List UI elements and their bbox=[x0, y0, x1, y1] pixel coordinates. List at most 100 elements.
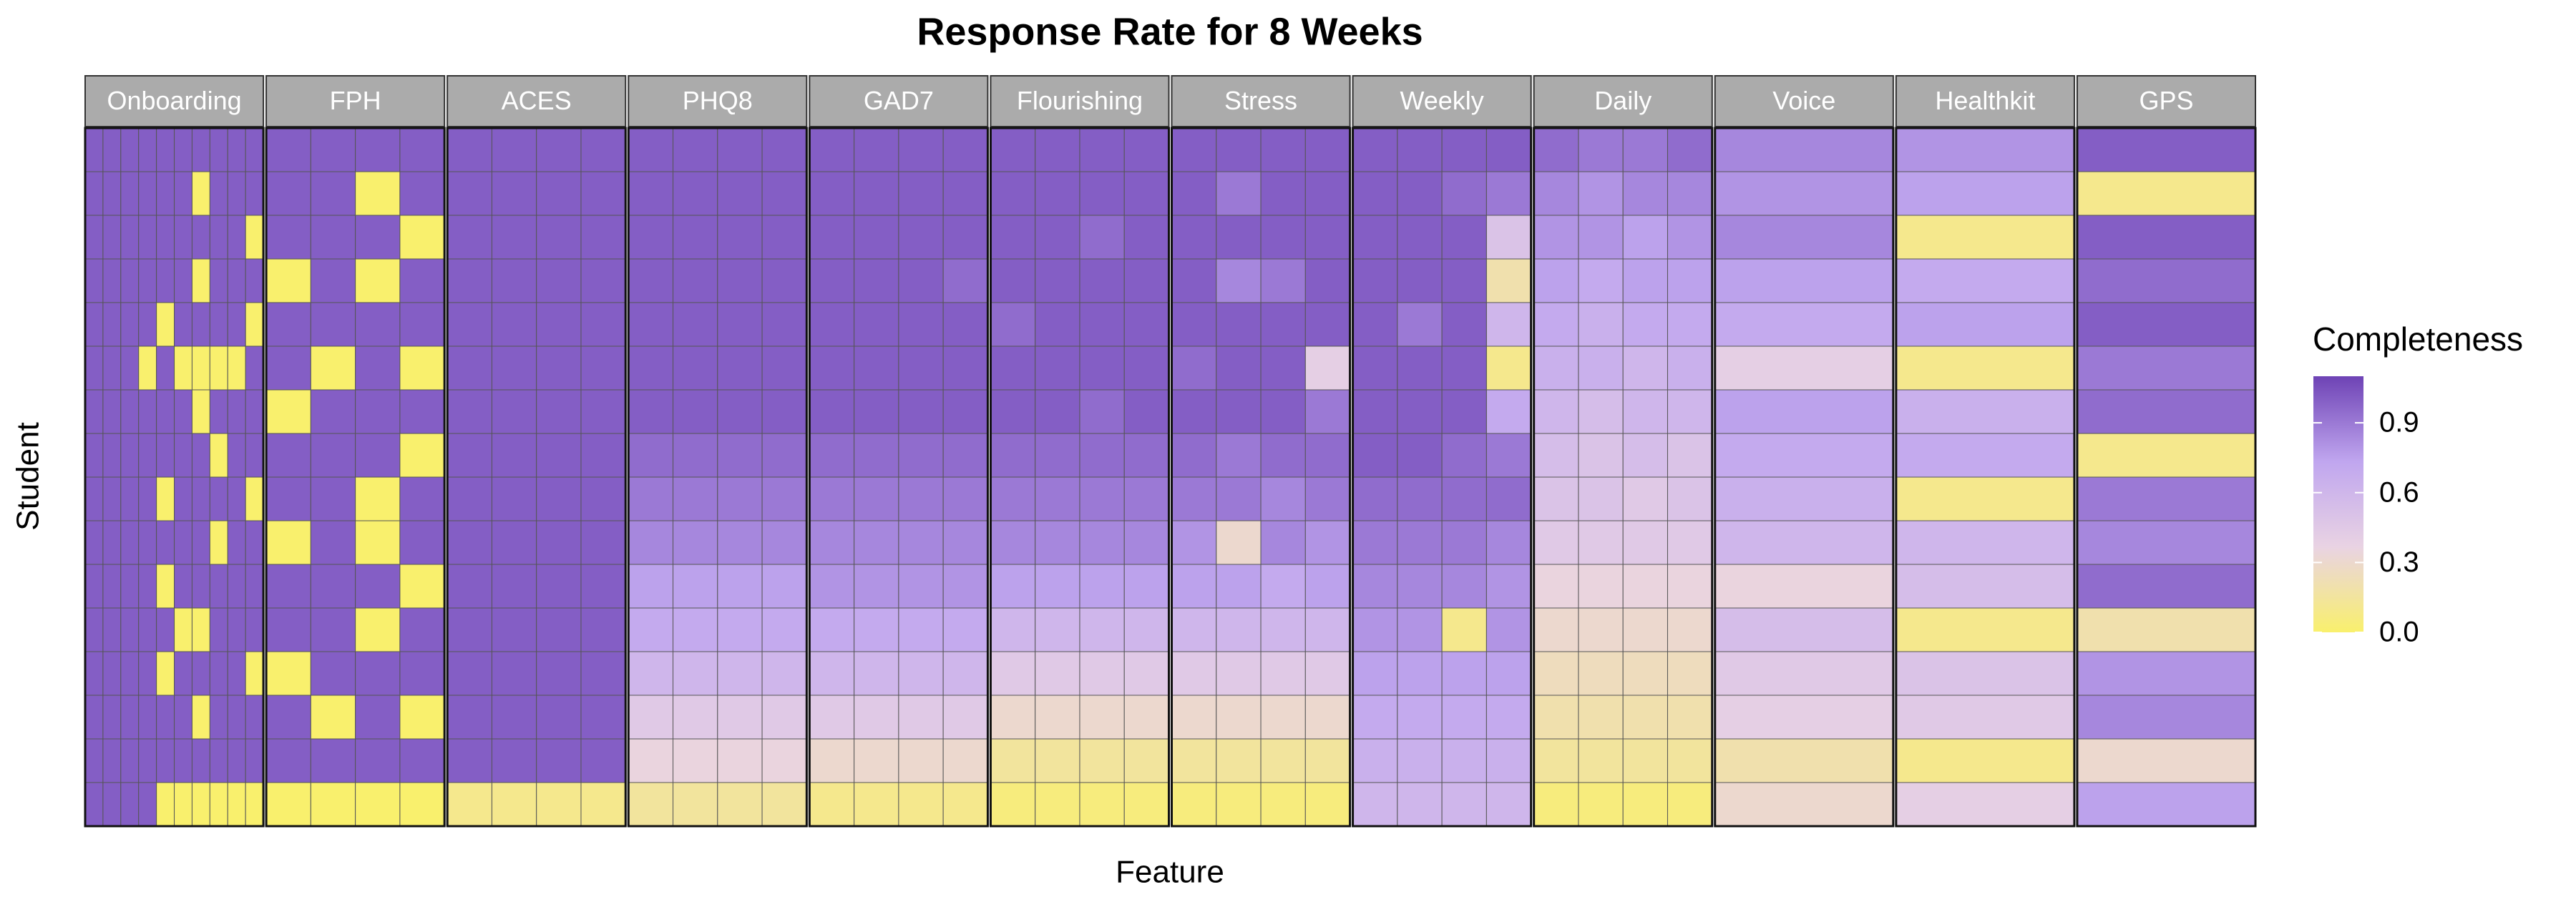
heatmap-cell bbox=[174, 171, 192, 216]
heatmap-cell bbox=[84, 651, 104, 696]
heatmap-cell bbox=[536, 476, 582, 521]
heatmap-cell bbox=[990, 476, 1036, 521]
heatmap-cell bbox=[245, 651, 264, 696]
heatmap-cell bbox=[491, 345, 537, 391]
facet-strip bbox=[809, 75, 989, 127]
heatmap-cell bbox=[265, 738, 311, 783]
panel-border bbox=[808, 127, 989, 828]
heatmap-cell bbox=[1441, 520, 1487, 565]
heatmap-cell bbox=[580, 695, 626, 740]
heatmap-cell bbox=[1622, 345, 1668, 391]
heatmap-cell bbox=[1896, 258, 2075, 303]
heatmap-cell bbox=[1260, 345, 1306, 391]
heatmap-cell bbox=[1035, 476, 1080, 521]
heatmap-cell bbox=[1035, 520, 1080, 565]
heatmap-cell bbox=[1441, 607, 1487, 652]
heatmap-cell bbox=[84, 433, 104, 478]
heatmap-cell bbox=[265, 258, 311, 303]
heatmap-cell bbox=[1035, 389, 1080, 434]
heatmap-cell bbox=[310, 215, 356, 260]
heatmap-cell bbox=[138, 433, 157, 478]
heatmap-cell bbox=[102, 171, 122, 216]
heatmap-cell bbox=[1578, 476, 1624, 521]
heatmap-cell bbox=[1304, 476, 1351, 521]
heatmap-cell bbox=[1441, 564, 1487, 609]
heatmap-cell bbox=[209, 782, 228, 827]
heatmap-cell bbox=[84, 215, 104, 260]
heatmap-cell bbox=[717, 607, 763, 652]
heatmap-cell bbox=[717, 215, 763, 260]
heatmap-cell bbox=[447, 476, 492, 521]
heatmap-cell bbox=[717, 782, 763, 827]
heatmap-cell bbox=[1533, 127, 1579, 172]
heatmap-cell bbox=[84, 258, 104, 303]
heatmap-cell bbox=[209, 433, 228, 478]
heatmap-cell bbox=[84, 782, 104, 827]
heatmap-cell bbox=[673, 695, 718, 740]
heatmap-cell bbox=[990, 215, 1036, 260]
heatmap-cell bbox=[1622, 564, 1668, 609]
heatmap-cell bbox=[2077, 564, 2256, 609]
heatmap-cell bbox=[1714, 607, 1894, 652]
heatmap-cell bbox=[1714, 258, 1894, 303]
heatmap-cell bbox=[1035, 258, 1080, 303]
heatmap-cell bbox=[174, 476, 192, 521]
heatmap-cell bbox=[1714, 738, 1894, 783]
heatmap-cell bbox=[536, 171, 582, 216]
heatmap-cell bbox=[761, 782, 807, 827]
heatmap-cell bbox=[1304, 171, 1351, 216]
heatmap-cell bbox=[227, 433, 246, 478]
heatmap-cell bbox=[1667, 258, 1713, 303]
heatmap-cell bbox=[1216, 651, 1262, 696]
heatmap-cell bbox=[355, 389, 401, 434]
heatmap-cell bbox=[761, 215, 807, 260]
heatmap-cell bbox=[1260, 782, 1306, 827]
heatmap-cell bbox=[1896, 345, 2075, 391]
heatmap-cell bbox=[761, 476, 807, 521]
heatmap-cell bbox=[310, 695, 356, 740]
heatmap-cell bbox=[1035, 302, 1080, 347]
heatmap-cell bbox=[1352, 651, 1398, 696]
heatmap-cell bbox=[536, 345, 582, 391]
heatmap-cell bbox=[1622, 520, 1668, 565]
heatmap-cell bbox=[628, 433, 674, 478]
heatmap-cell bbox=[536, 302, 582, 347]
heatmap-cell bbox=[1533, 738, 1579, 783]
heatmap-cell bbox=[1123, 520, 1169, 565]
heatmap-cell bbox=[447, 302, 492, 347]
heatmap-cell bbox=[1352, 782, 1398, 827]
heatmap-cell bbox=[809, 738, 855, 783]
panel-border bbox=[265, 127, 446, 828]
heatmap-cell bbox=[1123, 782, 1169, 827]
heatmap-cell bbox=[990, 302, 1036, 347]
heatmap-cell bbox=[245, 215, 264, 260]
heatmap-cell bbox=[491, 302, 537, 347]
heatmap-cell bbox=[102, 215, 122, 260]
facet-label: PHQ8 bbox=[683, 86, 753, 115]
heatmap-cell bbox=[491, 127, 537, 172]
heatmap-cell bbox=[191, 302, 210, 347]
heatmap-cell bbox=[174, 782, 192, 827]
heatmap-cell bbox=[1035, 433, 1080, 478]
heatmap-cell bbox=[1578, 738, 1624, 783]
heatmap-cell bbox=[1533, 782, 1579, 827]
heatmap-cell bbox=[1578, 607, 1624, 652]
heatmap-cell bbox=[227, 215, 246, 260]
heatmap-cell bbox=[1123, 476, 1169, 521]
heatmap-cell bbox=[1216, 127, 1262, 172]
heatmap-cell bbox=[580, 127, 626, 172]
heatmap-cell bbox=[1896, 215, 2075, 260]
heatmap-cell bbox=[1622, 695, 1668, 740]
heatmap-cell bbox=[1352, 607, 1398, 652]
heatmap-cell bbox=[1397, 476, 1443, 521]
heatmap-cell bbox=[942, 476, 988, 521]
heatmap-cell bbox=[1485, 127, 1532, 172]
heatmap-cell bbox=[854, 476, 899, 521]
heatmap-cell bbox=[1123, 127, 1169, 172]
heatmap-cell bbox=[191, 738, 210, 783]
heatmap-cell bbox=[717, 651, 763, 696]
heatmap-cell bbox=[120, 476, 140, 521]
heatmap-cell bbox=[1896, 607, 2075, 652]
heatmap-cell bbox=[102, 476, 122, 521]
heatmap-cell bbox=[1714, 520, 1894, 565]
